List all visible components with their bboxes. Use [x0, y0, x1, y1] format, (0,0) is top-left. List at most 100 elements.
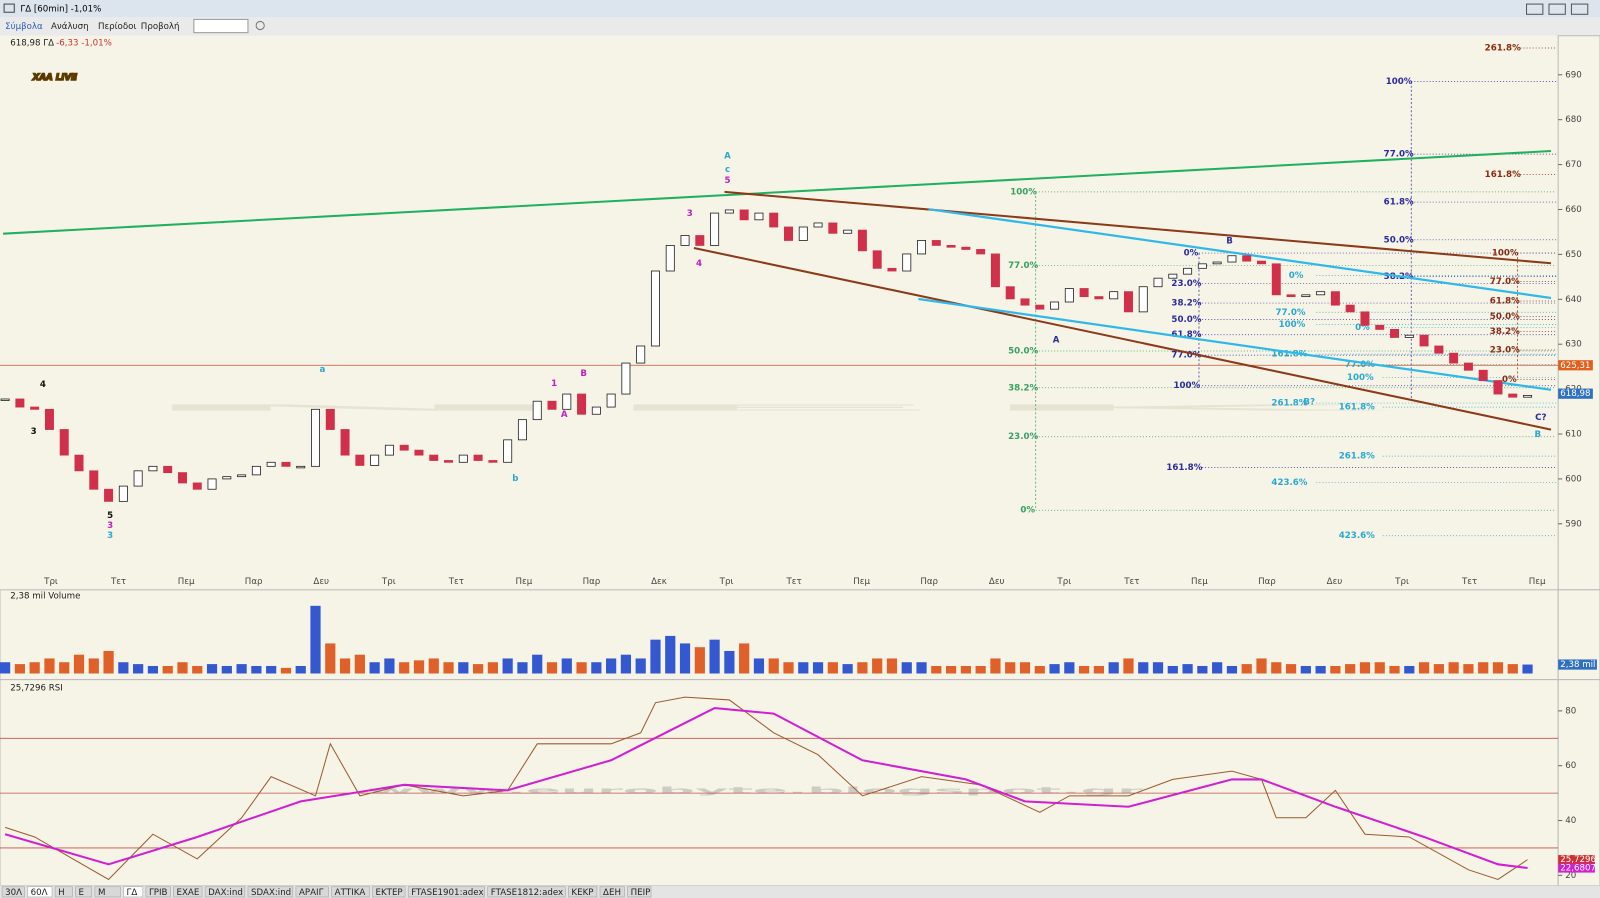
candle [30, 406, 40, 410]
tab-label[interactable]: ΚΕΚΡ [571, 888, 593, 898]
tab-label[interactable]: 60Λ [31, 888, 48, 898]
tab[interactable] [568, 886, 598, 898]
candle [414, 449, 424, 456]
volume-bar [960, 665, 971, 674]
tab-label[interactable]: ΑΤΤΙΚΑ [335, 888, 366, 898]
menu-item[interactable]: Σύμβολα [5, 21, 43, 32]
candle [473, 454, 483, 461]
candle [1079, 288, 1089, 298]
tab-label[interactable]: ΓΔ [127, 888, 138, 898]
price-axis [1557, 35, 1600, 591]
fib-label: 161.8% [1339, 403, 1375, 413]
x-tick-label: Πεμ [1529, 577, 1546, 587]
tab[interactable] [331, 886, 370, 898]
tab-label[interactable]: ΔΕΗ [603, 888, 621, 898]
tab-label[interactable]: Ε [79, 888, 84, 898]
tab[interactable] [1, 886, 25, 898]
candle [355, 454, 365, 466]
candle [1242, 255, 1252, 262]
tab-label[interactable]: 30Λ [5, 888, 22, 898]
candle [1271, 263, 1281, 296]
tab[interactable] [94, 886, 121, 898]
volume-bar [339, 658, 351, 674]
tab[interactable] [599, 886, 625, 898]
candle [724, 209, 734, 214]
candle [872, 250, 882, 269]
restore-button[interactable] [1548, 3, 1566, 15]
tab[interactable] [407, 886, 485, 898]
wave-label: B [580, 369, 587, 379]
tab-label[interactable]: ΓΡΙΒ [149, 888, 168, 898]
tab-label[interactable]: Η [58, 888, 65, 898]
tab[interactable] [627, 886, 652, 898]
tab[interactable] [27, 886, 53, 898]
x-tick-label: Πεμ [853, 577, 870, 587]
tab[interactable] [204, 886, 246, 898]
close-button[interactable] [1570, 3, 1589, 15]
fib-label: 423.6% [1271, 478, 1307, 488]
tab[interactable] [487, 886, 566, 898]
fib-label: 100% [1492, 249, 1519, 259]
tab-label[interactable]: ΑΡΑΙΓ [299, 888, 324, 898]
x-tick-label: Τρι [43, 577, 58, 587]
fib-label: 0% [1184, 249, 1199, 259]
tab-label[interactable]: FTASE1812:adex [491, 888, 563, 898]
tab-label[interactable]: SDAX:ind [251, 888, 291, 898]
candle [133, 470, 143, 487]
candle [0, 398, 10, 401]
volume-bar [665, 635, 676, 674]
minimize-button[interactable] [1526, 3, 1544, 15]
wave-label: A [561, 410, 568, 420]
candle [621, 362, 631, 395]
tab[interactable] [123, 886, 144, 898]
menu-item[interactable]: Περίοδοι [98, 22, 136, 32]
candle [104, 488, 114, 502]
volume-bar [162, 665, 173, 674]
tab[interactable] [295, 886, 329, 898]
volume-bar [29, 662, 40, 674]
wave-label: A [724, 152, 731, 162]
candle [517, 419, 527, 441]
volume-bar [635, 658, 646, 674]
tab[interactable] [145, 886, 171, 898]
menu-bar [0, 17, 1600, 36]
candle [1345, 304, 1355, 313]
tab-label[interactable]: Μ [98, 888, 105, 898]
volume-bar [1034, 665, 1045, 674]
tab-label[interactable]: ΠΕΙΡ [631, 888, 651, 898]
tab[interactable] [372, 886, 406, 898]
volume-bar [384, 658, 395, 674]
volume-bar [133, 664, 144, 674]
wave-label: 3 [31, 427, 37, 437]
search-box[interactable] [193, 18, 249, 34]
candle [680, 235, 690, 246]
volume-bar [1271, 662, 1282, 674]
wave-label: 5 [725, 176, 731, 186]
candle [177, 472, 187, 484]
fib-label: 100% [1347, 373, 1374, 383]
fib-label: 261.8% [1271, 399, 1307, 409]
tab[interactable] [54, 886, 73, 898]
volume-bar [59, 662, 70, 674]
menu-item[interactable]: Προβολή [141, 22, 180, 32]
volume-bar [1507, 664, 1518, 674]
volume-bar [576, 662, 587, 674]
tab[interactable] [247, 886, 294, 898]
candle [1005, 286, 1015, 300]
menu-item[interactable]: Ανάλυση [51, 22, 89, 32]
search-button[interactable] [255, 20, 265, 31]
candle [1094, 296, 1104, 300]
tab-label[interactable]: ΕΚΤΕΡ [376, 888, 403, 898]
tab-label[interactable]: ΕΧΑΕ [177, 888, 200, 898]
volume-bar [694, 647, 705, 674]
tab[interactable] [173, 886, 203, 898]
window-controls[interactable] [1526, 3, 1589, 15]
tab-label[interactable]: FTASE1901:adex [411, 888, 483, 898]
y-tick-label: 610 [1565, 430, 1582, 440]
tab[interactable] [75, 886, 93, 898]
fib-label: 77.0% [1384, 150, 1414, 160]
candle [606, 393, 616, 408]
wave-label: A [1053, 335, 1060, 345]
tab-label[interactable]: DAX:ind [208, 888, 243, 898]
candle [1153, 277, 1163, 288]
